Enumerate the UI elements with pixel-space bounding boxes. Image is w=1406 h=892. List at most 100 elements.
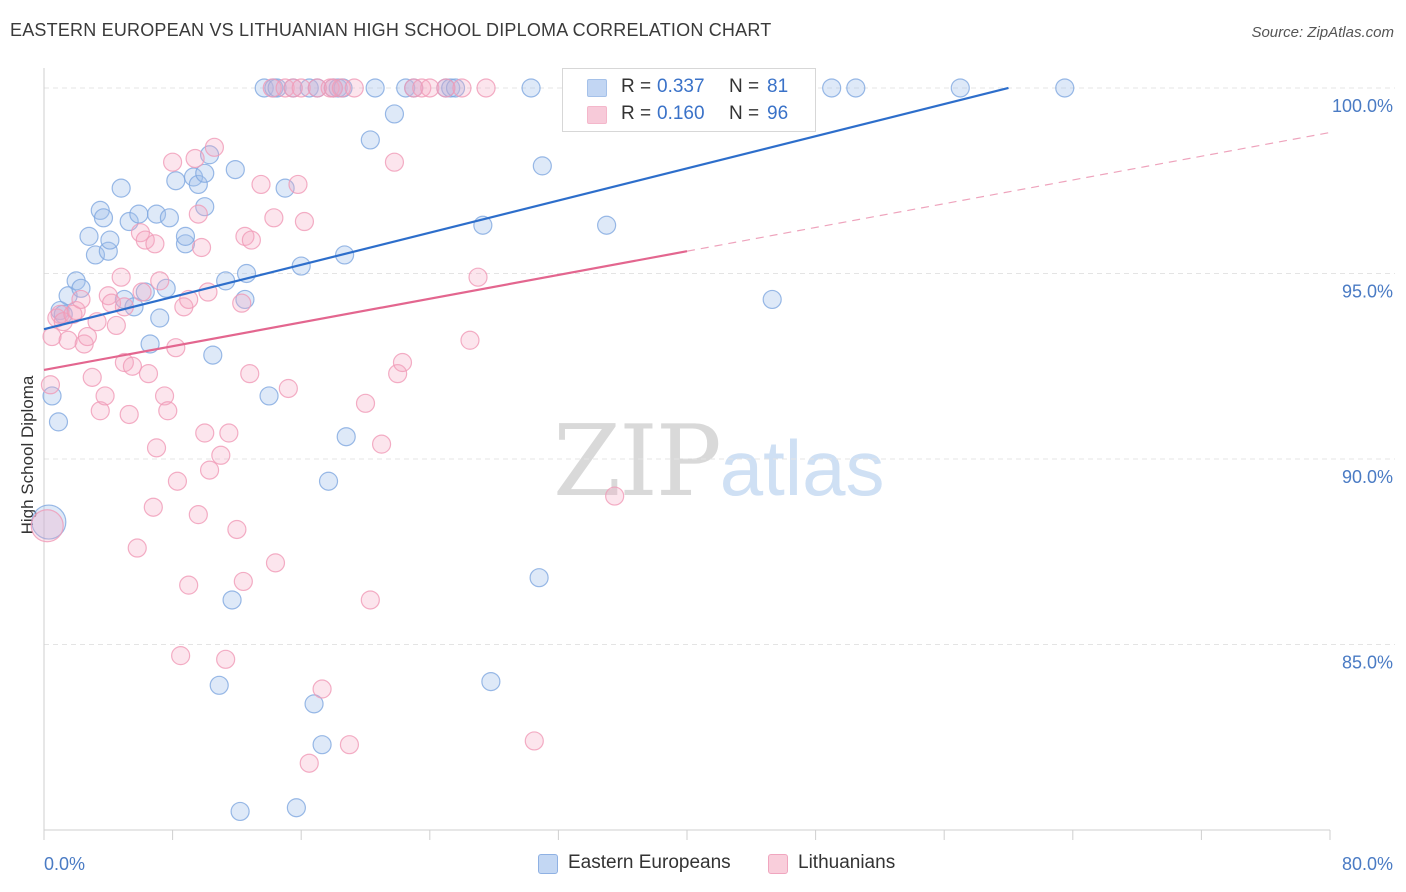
- lithuanians-point: [95, 386, 115, 406]
- lithuanians-point: [179, 575, 199, 595]
- lithuanians-point: [199, 460, 220, 480]
- lithuanians-point: [312, 679, 332, 699]
- lithuanians-point: [111, 267, 131, 287]
- legend-label: Eastern Europeans: [568, 852, 731, 873]
- lithuanians-point: [323, 78, 343, 98]
- lithuanians-point: [185, 148, 205, 169]
- lithuanians-point: [344, 78, 364, 98]
- eastern-europeans-point: [275, 178, 295, 198]
- legend-swatch-blue: [538, 854, 558, 874]
- correlation-legend: R = 0.337 N = 81 R = 0.160 N = 96: [562, 68, 816, 132]
- lithuanians-point: [360, 590, 380, 610]
- lithuanians-point: [265, 553, 286, 573]
- trend-lines: [43, 86, 1331, 372]
- lithuanians-point: [524, 731, 544, 751]
- lithuanians-point: [40, 375, 61, 395]
- eastern-europeans-point: [532, 156, 552, 176]
- lithuanians-point: [264, 208, 284, 228]
- lithuanians-point: [227, 519, 247, 540]
- lithuanians-point: [392, 352, 413, 373]
- legend-r-label: R =: [621, 103, 652, 124]
- lithuanians-point: [291, 78, 311, 98]
- lithuanians-point: [288, 174, 308, 195]
- legend-row-lithuanians: R = 0.160 N = 96: [563, 100, 813, 128]
- legend-row-eastern-europeans: R = 0.337 N = 81: [563, 73, 813, 101]
- eastern-europeans-point: [299, 78, 319, 98]
- lithuanians-point: [82, 367, 102, 387]
- eastern-europeans-point: [159, 208, 179, 228]
- series-legend: Eastern Europeans Lithuanians: [0, 852, 1406, 878]
- eastern-europeans-point: [156, 278, 176, 298]
- lithuanians-trendline: [43, 250, 688, 372]
- eastern-europeans-point: [93, 208, 114, 228]
- eastern-europeans-point: [230, 801, 250, 822]
- lithuanians-point: [219, 423, 239, 443]
- legend-r-value: 0.160: [657, 103, 705, 124]
- eastern-europeans-point: [950, 78, 970, 98]
- eastern-europeans-point: [111, 178, 131, 198]
- lithuanians-point: [605, 486, 625, 506]
- y-tick-label: 100.0%: [1332, 96, 1393, 116]
- lithuanians-point: [195, 423, 215, 443]
- y-tick-label: 85.0%: [1342, 652, 1393, 672]
- lithuanians-point: [154, 386, 175, 406]
- lithuanians-point: [460, 330, 480, 350]
- lithuanians-point: [145, 234, 165, 254]
- eastern-europeans-point: [529, 568, 549, 588]
- lithuanians-point: [77, 326, 98, 347]
- eastern-europeans-point: [312, 735, 332, 755]
- eastern-europeans-point: [365, 78, 385, 98]
- lithuanians-point: [58, 330, 78, 350]
- lithuanians-point: [71, 289, 91, 310]
- eastern-europeans-point: [188, 174, 208, 195]
- lithuanians-point: [188, 204, 208, 224]
- eastern-europeans-point: [175, 234, 196, 254]
- legend-n-value: 96: [767, 103, 789, 124]
- watermark-atlas: atlas: [719, 424, 885, 512]
- lithuanians-point: [388, 364, 408, 384]
- eastern-europeans-point: [203, 345, 223, 365]
- lithuanians-point: [30, 509, 64, 543]
- eastern-europeans-point: [396, 78, 416, 98]
- lithuanians-point: [63, 304, 83, 324]
- lithuanians-point: [90, 401, 110, 421]
- lithuanians-point: [132, 282, 152, 302]
- lithuanians-point: [211, 445, 231, 465]
- lithuanians-point: [412, 78, 432, 98]
- chart-title: EASTERN EUROPEAN VS LITHUANIAN HIGH SCHO…: [10, 20, 772, 40]
- eastern-europeans-point: [360, 130, 380, 150]
- eastern-europeans-point: [195, 197, 215, 217]
- legend-n-label: N =: [729, 103, 760, 124]
- watermark-zip: ZIP: [553, 405, 722, 519]
- lithuanians-point: [299, 753, 319, 773]
- eastern-europeans-point: [48, 412, 69, 432]
- lithuanians-trendline-extension: [686, 131, 1331, 252]
- lithuanians-point: [119, 404, 139, 425]
- eastern-europeans-point: [318, 471, 339, 491]
- x-tick-label: 0.0%: [44, 854, 85, 874]
- eastern-europeans-point: [129, 204, 149, 224]
- eastern-europeans-point: [286, 798, 306, 818]
- lithuanians-point: [371, 434, 392, 454]
- legend-swatch-pink: [587, 106, 607, 124]
- eastern-europeans-point: [146, 204, 167, 224]
- eastern-europeans-point: [222, 590, 242, 610]
- y-tick-label: 90.0%: [1342, 467, 1393, 487]
- lithuanians-point: [283, 78, 303, 98]
- eastern-europeans-point: [846, 78, 866, 98]
- eastern-europeans-point: [166, 171, 186, 191]
- chart-source: Source: ZipAtlas.com: [1251, 24, 1394, 41]
- lithuanians-point: [167, 471, 188, 491]
- lithuanians-point: [158, 401, 178, 421]
- x-tick-label: 80.0%: [1342, 854, 1393, 874]
- axes: [43, 68, 1331, 840]
- eastern-europeans-point: [441, 78, 461, 98]
- lithuanians-point: [452, 78, 472, 98]
- legend-n-label: N =: [729, 76, 760, 97]
- lithuanians-point: [232, 293, 252, 313]
- eastern-europeans-point: [304, 694, 324, 714]
- lithuanians-point: [216, 649, 236, 669]
- lithuanians-point: [188, 505, 208, 525]
- lithuanians-point: [278, 378, 298, 399]
